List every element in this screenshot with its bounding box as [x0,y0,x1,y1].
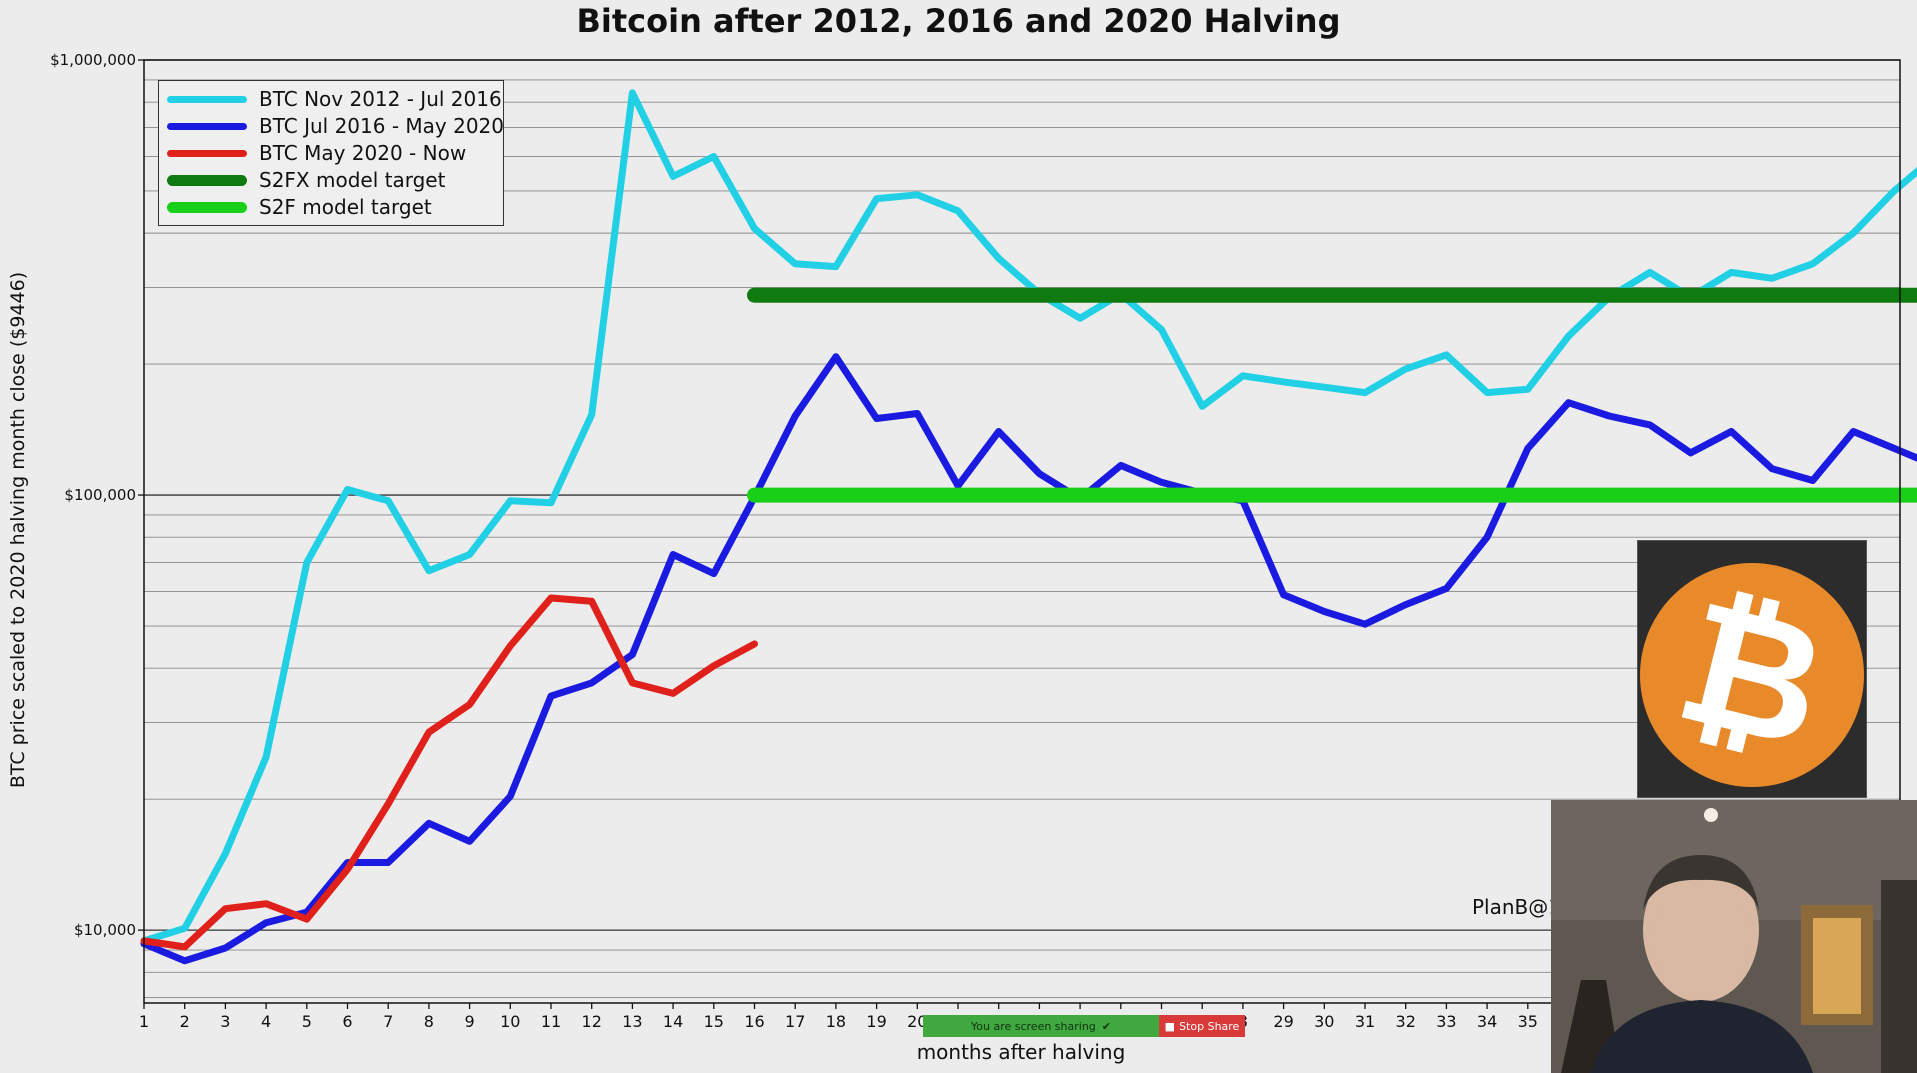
series-lines [140,89,1917,965]
y-tick-label: $100,000 [64,486,136,504]
legend-label: BTC May 2020 - Now [259,141,467,165]
x-tick-label: 29 [1273,1012,1293,1031]
x-tick-label: 9 [465,1012,475,1031]
legend-swatch [167,95,247,103]
x-tick-label: 1 [139,1012,149,1031]
x-tick-label: 5 [302,1012,312,1031]
y-axis-label: BTC price scaled to 2020 halving month c… [7,271,29,789]
stop-share-button[interactable]: ■ Stop Share [1159,1015,1245,1037]
x-tick-label: 4 [261,1012,271,1031]
x-tick-label: 14 [663,1012,683,1031]
x-tick-label: 19 [866,1012,886,1031]
plot-frame [143,59,1901,1004]
chart-title: Bitcoin after 2012, 2016 and 2020 Halvin… [576,2,1341,40]
legend-item: BTC Jul 2016 - May 2020 [167,113,504,139]
x-tick-label: 11 [541,1012,561,1031]
x-tick-label: 8 [424,1012,434,1031]
webcam-scene-icon [1551,800,1917,1073]
x-tick-label: 12 [582,1012,602,1031]
bitcoin-logo-panel: ₿ [1637,540,1867,798]
legend: BTC Nov 2012 - Jul 2016 BTC Jul 2016 - M… [158,80,504,226]
x-tick-label: 30 [1314,1012,1334,1031]
screen-share-status: You are screen sharing ✔ [923,1015,1159,1037]
legend-label: S2F model target [259,195,432,219]
x-tick-label: 32 [1396,1012,1416,1031]
legend-item: BTC Nov 2012 - Jul 2016 [167,86,502,112]
webcam-video [1551,800,1917,1073]
legend-label: BTC Nov 2012 - Jul 2016 [259,87,502,111]
legend-swatch [167,201,247,213]
bitcoin-symbol-icon: ₿ [1661,562,1843,788]
bitcoin-symbol-glyph: ₿ [1661,563,1843,787]
series-line [140,594,758,951]
series-line [140,353,1917,965]
x-tick-label: 7 [383,1012,393,1031]
x-tick-label: 6 [342,1012,352,1031]
legend-item: S2F model target [167,194,432,220]
x-tick-label: 31 [1355,1012,1375,1031]
x-tick-label: 3 [220,1012,230,1031]
bitcoin-logo-icon: ₿ [1640,562,1864,788]
x-tick-label: 10 [500,1012,520,1031]
x-tick-label: 20 [907,1012,927,1031]
x-tick-label: 18 [826,1012,846,1031]
legend-label: S2FX model target [259,168,446,192]
y-tick-label: $10,000 [74,921,136,939]
x-tick-label: 17 [785,1012,805,1031]
x-tick-label: 34 [1477,1012,1497,1031]
legend-item: S2FX model target [167,167,445,193]
x-tick-label: 15 [704,1012,724,1031]
stop-square-icon: ■ [1164,1019,1176,1033]
x-tick-label: 2 [180,1012,190,1031]
shield-check-icon: ✔ [1101,1019,1111,1033]
x-tick-label: 33 [1436,1012,1456,1031]
x-axis-label: months after halving [916,1040,1126,1064]
legend-item: BTC May 2020 - Now [167,140,466,166]
legend-label: BTC Jul 2016 - May 2020 [259,114,505,138]
share-status-text: You are screen sharing [971,1019,1096,1033]
legend-swatch [167,122,247,130]
x-tick-label: 16 [744,1012,764,1031]
watermark-text: PlanB@1 [1472,895,1561,919]
stop-share-label: Stop Share [1179,1019,1240,1033]
x-tick-label: 13 [622,1012,642,1031]
y-tick-label: $1,000,000 [50,51,136,69]
x-tick-label: 35 [1518,1012,1538,1031]
legend-swatch [167,174,247,186]
screen-share-bar: You are screen sharing ✔ ■ Stop Share [923,1015,1245,1037]
legend-swatch [167,149,247,157]
